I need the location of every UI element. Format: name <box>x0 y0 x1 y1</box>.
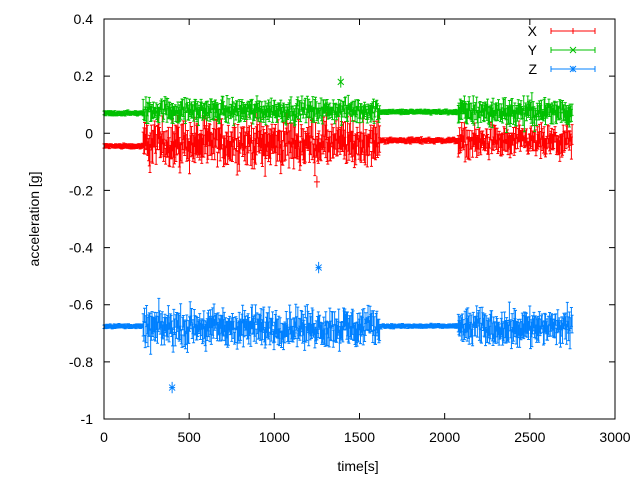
error-bar <box>570 103 574 116</box>
error-bar <box>303 130 307 163</box>
y-tick-label: -1 <box>81 411 94 427</box>
error-bar <box>180 334 184 348</box>
y-axis-label: acceleration [g] <box>26 172 42 267</box>
plot-frame <box>103 18 616 420</box>
error-bar <box>519 100 523 120</box>
error-bar <box>175 312 179 339</box>
x-tick-label: 3000 <box>599 429 630 445</box>
legend-label: Y <box>528 42 538 58</box>
error-bar <box>377 318 381 344</box>
y-tick-label: -0.4 <box>69 240 93 256</box>
error-bar <box>368 305 372 334</box>
x-tick-label: 500 <box>177 429 201 445</box>
legend-swatch <box>550 65 596 73</box>
outlier-point <box>337 76 345 88</box>
legend-label: Z <box>528 61 537 77</box>
legend-label: X <box>528 23 538 39</box>
series-X <box>102 111 574 188</box>
axes: 0 500 1000 1500 2000 2500 3000 -1 -0.8 -0.6 -0.4 -0… <box>69 11 631 445</box>
error-bar <box>516 99 520 119</box>
series-Y <box>102 76 574 133</box>
outlier-point <box>168 381 176 394</box>
error-bar <box>570 124 574 145</box>
y-tick-label: -0.8 <box>69 354 93 370</box>
error-bar <box>208 124 212 156</box>
error-bar <box>461 319 465 343</box>
error-bar <box>518 130 522 152</box>
error-bar <box>303 323 307 351</box>
x-tick-label: 2000 <box>429 429 460 445</box>
x-tick-label: 0 <box>100 429 108 445</box>
error-bar <box>330 310 334 329</box>
y-tick-label: -0.6 <box>69 297 93 313</box>
x-tick-label: 2500 <box>514 429 545 445</box>
y-tick-label: 0.2 <box>74 68 94 84</box>
x-tick-label: 1000 <box>259 429 290 445</box>
x-axis-label: time[s] <box>337 458 378 474</box>
x-tick-label: 1500 <box>344 429 375 445</box>
data-marks <box>102 76 574 394</box>
legend-swatch <box>550 46 596 54</box>
error-bar <box>303 305 307 319</box>
error-bar <box>299 113 303 123</box>
error-bar <box>570 314 574 334</box>
legend-swatch <box>550 28 596 34</box>
y-tick-label: -0.2 <box>69 182 93 198</box>
error-bar <box>563 130 567 152</box>
error-bar <box>215 151 219 168</box>
error-bar <box>220 124 224 138</box>
legend: XYZ <box>528 23 596 77</box>
error-bar <box>343 308 347 331</box>
outlier-point <box>313 176 320 188</box>
outlier-point <box>315 261 322 274</box>
error-bar <box>531 130 535 152</box>
error-bar <box>303 97 307 109</box>
y-tick-label: 0.4 <box>74 11 94 27</box>
error-bar <box>271 311 275 327</box>
error-bar <box>331 127 335 159</box>
series-Z <box>102 261 574 394</box>
y-tick-label: 0 <box>85 125 93 141</box>
